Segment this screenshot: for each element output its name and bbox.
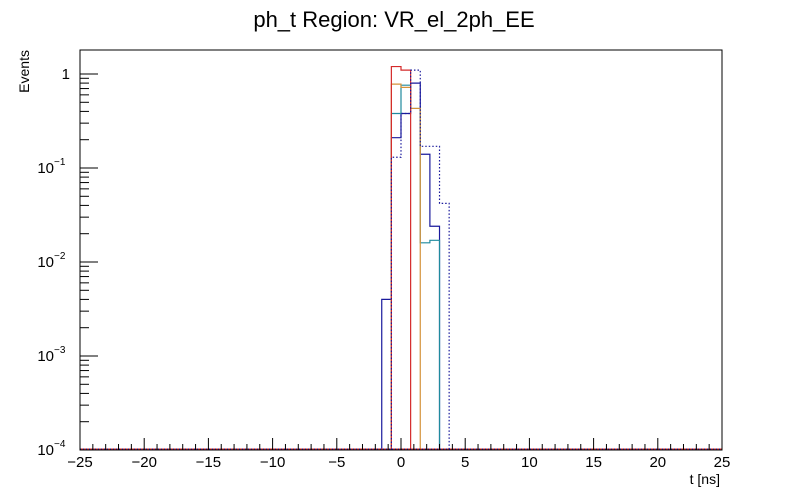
histogram-step — [390, 65, 412, 450]
y-tick-exponent: −3 — [54, 345, 66, 356]
x-tick-label: −20 — [131, 454, 156, 471]
histogram-step — [390, 69, 450, 450]
y-axis-label: Events — [16, 50, 32, 93]
x-tick-label: −15 — [196, 454, 221, 471]
x-tick-label: −5 — [328, 454, 345, 471]
x-tick-label: 10 — [521, 454, 538, 471]
x-tick-label: 0 — [397, 454, 405, 471]
x-axis: −25 −20 −15 −10 −5 0 5 10 15 20 25 — [67, 438, 730, 471]
y-tick-label: 10 — [37, 160, 54, 177]
x-tick-label: 5 — [461, 454, 469, 471]
x-tick-label: −10 — [260, 454, 285, 471]
y-axis: 10 −410 −310 −210 −11 — [37, 66, 98, 459]
y-tick-exponent: −2 — [54, 251, 66, 262]
x-tick-label: 20 — [649, 454, 666, 471]
x-tick-label: 25 — [714, 454, 731, 471]
y-tick-exponent: −1 — [54, 157, 66, 168]
x-tick-label: 15 — [585, 454, 602, 471]
y-tick-label: 10 — [37, 254, 54, 271]
histogram-step — [390, 83, 421, 450]
y-tick-exponent: −4 — [54, 439, 66, 450]
x-tick-label: −25 — [67, 454, 92, 471]
chart-title: ph_t Region: VR_el_2ph_EE — [253, 7, 534, 32]
y-tick-label: 10 — [37, 442, 54, 459]
y-tick-label: 10 — [37, 348, 54, 365]
x-axis-label: t [ns] — [690, 471, 720, 487]
y-tick-label: 1 — [62, 66, 70, 83]
